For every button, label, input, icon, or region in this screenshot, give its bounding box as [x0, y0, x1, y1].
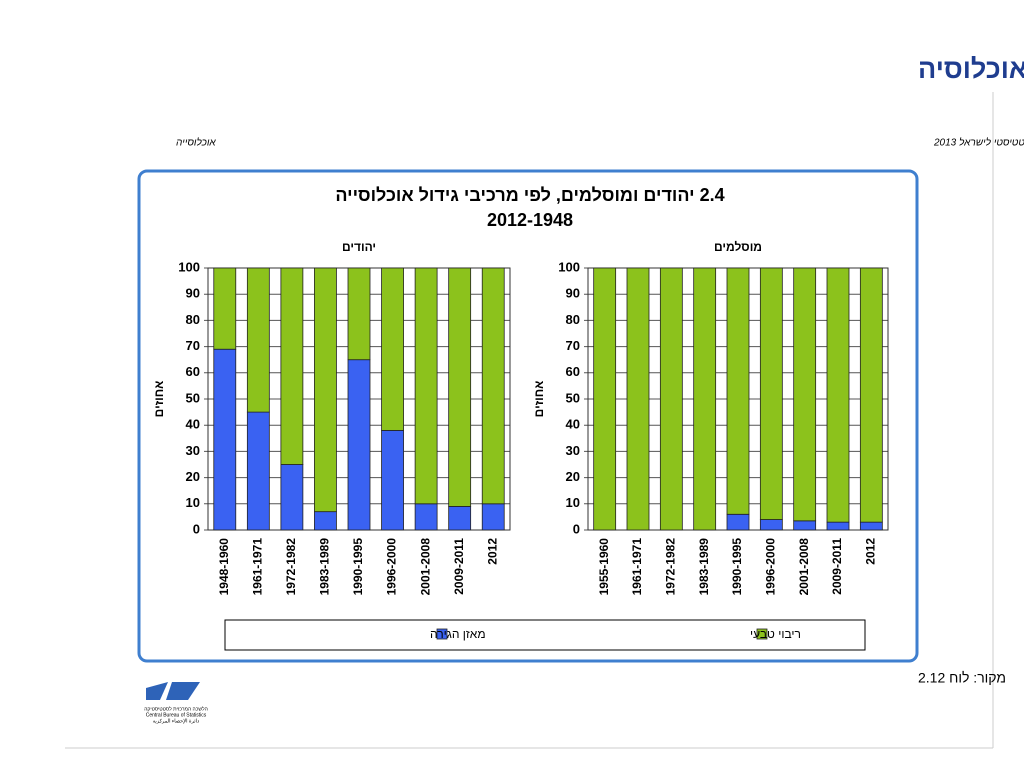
x-tick-label: 2009-2011	[452, 538, 466, 595]
bar-segment	[659, 267, 683, 531]
y-tick-label: 70	[186, 338, 200, 353]
y-tick-label: 50	[186, 390, 200, 405]
chart-subtitle: יהודים	[342, 240, 376, 254]
y-tick-label: 0	[573, 521, 580, 536]
bar-segment	[481, 503, 505, 531]
x-tick-label: 1961-1971	[630, 538, 644, 596]
x-tick-label: 1955-1960	[597, 538, 611, 596]
y-axis-label: אחוזים	[532, 381, 546, 418]
bar-segment	[347, 359, 371, 531]
bar-segment	[448, 506, 472, 531]
y-tick-label: 60	[186, 364, 200, 379]
bar-segment	[859, 521, 883, 531]
y-tick-label: 30	[186, 443, 200, 458]
y-tick-label: 30	[566, 443, 580, 458]
x-tick-label: 1983-1989	[697, 538, 711, 596]
x-tick-label: 1961-1971	[251, 538, 265, 596]
y-tick-label: 60	[566, 364, 580, 379]
y-tick-label: 0	[193, 521, 200, 536]
bar-segment	[381, 430, 404, 531]
logo-text: دائرة الإحصاء المركزية	[153, 718, 199, 724]
bar-segment	[693, 267, 717, 531]
y-tick-label: 40	[566, 417, 580, 432]
bar-segment	[314, 267, 337, 513]
y-axis-label: אחוזים	[152, 381, 166, 418]
y-tick-label: 40	[186, 417, 200, 432]
bar-segment	[793, 520, 817, 531]
logo-shape	[146, 682, 168, 700]
bar-segment	[381, 267, 404, 431]
x-tick-label: 1996-2000	[764, 538, 778, 596]
bar-segment	[280, 267, 304, 465]
legend-swatch	[436, 628, 448, 640]
bar-segment	[213, 267, 237, 350]
y-tick-label: 90	[186, 286, 200, 301]
bar-segment	[726, 513, 750, 531]
y-tick-label: 80	[186, 312, 200, 327]
x-tick-label: 1990-1995	[351, 538, 365, 596]
bar-segment	[481, 267, 505, 505]
bar-segment	[626, 267, 650, 531]
bar-segment	[414, 503, 438, 531]
y-tick-label: 50	[566, 390, 580, 405]
chart-subtitle: מוסלמים	[714, 240, 762, 254]
figure-title: 2.4 יהודים ומוסלמים, לפי מרכיבי גידול או…	[335, 185, 724, 205]
y-tick-label: 20	[566, 469, 580, 484]
header-left: אוכלוסייה	[176, 137, 216, 149]
source-note: מקור: לוח 2.12	[918, 670, 1006, 686]
y-tick-label: 20	[186, 469, 200, 484]
bar-segment	[726, 267, 750, 515]
bar-segment	[793, 267, 817, 522]
x-tick-label: 1972-1982	[284, 538, 298, 596]
y-tick-label: 10	[186, 495, 200, 510]
legend-label: מאזן הגירה	[430, 627, 486, 641]
bar-segment	[314, 511, 337, 531]
y-tick-label: 100	[558, 259, 580, 274]
x-tick-label: 1996-2000	[385, 538, 399, 596]
x-tick-label: 1990-1995	[730, 538, 744, 596]
x-tick-label: 1972-1982	[664, 538, 678, 596]
bar-segment	[448, 267, 472, 507]
y-tick-label: 70	[566, 338, 580, 353]
header-right: למ"ס, שנתון סטטיסטי לישראל 2013	[933, 137, 1024, 149]
bar-segment	[246, 267, 270, 413]
legend-label: ריבוי טבעי	[750, 627, 801, 641]
bar-segment	[826, 521, 850, 531]
bar-segment	[280, 464, 304, 531]
x-tick-label: 1948-1960	[217, 538, 231, 596]
x-tick-label: 1983-1989	[318, 538, 332, 596]
bar-segment	[859, 267, 883, 523]
bar-segment	[414, 267, 438, 505]
bar-segment	[826, 267, 850, 523]
bar-segment	[593, 267, 617, 531]
y-tick-label: 100	[178, 259, 200, 274]
x-tick-label: 2009-2011	[830, 538, 844, 595]
y-tick-label: 10	[566, 495, 580, 510]
slide-title: מקורות גידול אוכלוסיה	[918, 54, 1024, 84]
y-tick-label: 90	[566, 286, 580, 301]
bar-segment	[759, 267, 783, 520]
bar-segment	[759, 519, 783, 531]
logo: הלשכה המרכזית לסטטיסטיקה Central Bureau …	[144, 682, 208, 724]
figure-title: 2012-1948	[487, 210, 573, 230]
bar-segment	[246, 411, 270, 531]
bar-segment	[347, 267, 371, 361]
logo-shape	[166, 682, 200, 700]
logo-text: Central Bureau of Statistics	[146, 712, 207, 718]
x-tick-label: 2012	[864, 538, 878, 565]
x-tick-label: 2001-2008	[418, 538, 432, 596]
y-tick-label: 80	[566, 312, 580, 327]
legend-swatch	[756, 628, 768, 640]
x-tick-label: 2012	[485, 538, 499, 565]
bar-segment	[213, 348, 237, 531]
logo-text: הלשכה המרכזית לסטטיסטיקה	[144, 705, 208, 712]
x-tick-label: 2001-2008	[797, 538, 811, 596]
